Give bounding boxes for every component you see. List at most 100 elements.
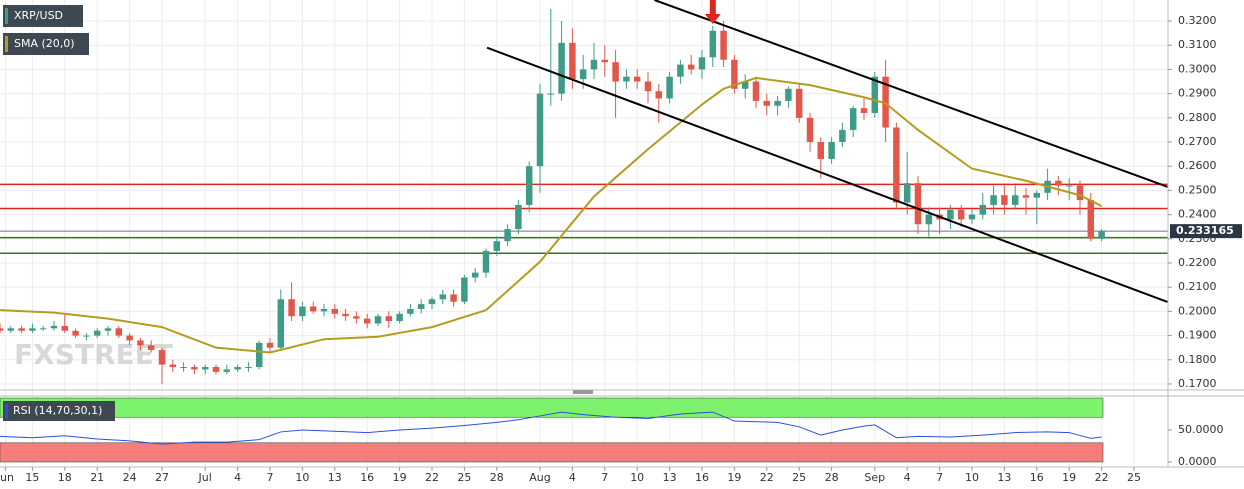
candle-body: [612, 62, 619, 82]
grid: [0, 0, 1168, 467]
candle-body: [515, 204, 522, 230]
rsi-band: [0, 442, 1104, 463]
x-tick-label: 13: [997, 471, 1011, 484]
x-tick-label: 22: [1095, 471, 1109, 484]
x-tick-label: 22: [425, 471, 439, 484]
candle-body: [309, 306, 317, 312]
candle-body: [828, 142, 835, 159]
y-tick-label: 0.2500: [1178, 183, 1217, 196]
candle-body: [407, 308, 414, 314]
candle-body: [331, 308, 339, 314]
y-tick-label: 0.1700: [1178, 377, 1217, 390]
candle-body: [839, 129, 846, 143]
candle-body: [590, 59, 598, 70]
candle-body: [191, 367, 198, 370]
candle-body: [947, 209, 954, 220]
legend-swatch: [5, 36, 8, 52]
candle-body: [29, 328, 36, 331]
legend-sma[interactable]: SMA (20,0): [3, 33, 89, 55]
candle-body: [633, 76, 641, 82]
candle-body: [817, 142, 825, 159]
candle-body: [1076, 185, 1084, 201]
candle-body: [990, 195, 997, 205]
legend-label: XRP/USD: [14, 9, 63, 22]
candle-body: [320, 308, 328, 312]
y-tick-label: 0.1800: [1178, 353, 1217, 366]
candle-body: [1055, 180, 1062, 186]
candle-body: [180, 367, 187, 369]
candle-body: [871, 76, 879, 113]
candle-body: [925, 214, 933, 225]
candle-body: [223, 369, 231, 372]
candle-body: [1033, 192, 1041, 198]
x-tick-label: 7: [601, 471, 608, 484]
x-tick-label: 10: [630, 471, 644, 484]
candle-body: [1065, 185, 1073, 187]
x-tick-label: 7: [936, 471, 943, 484]
y-tick-label: 50.0000: [1178, 423, 1224, 436]
candle-body: [774, 100, 781, 106]
candle-body: [169, 364, 177, 368]
price-plot: [0, 0, 1168, 384]
candle-body: [245, 367, 252, 369]
candle-body: [299, 306, 306, 317]
x-tick-label: 16: [695, 471, 709, 484]
x-tick-label: 22: [760, 471, 774, 484]
x-tick-label: Jun: [0, 471, 14, 484]
rsi-line: [0, 411, 1102, 445]
candle-body: [158, 350, 166, 365]
x-tick-label: 10: [965, 471, 979, 484]
y-tick-label: 0.2600: [1178, 159, 1217, 172]
candle-body: [212, 367, 220, 372]
candle-body: [147, 345, 155, 351]
x-tick-label: 28: [490, 471, 504, 484]
legend-box: [3, 401, 115, 421]
resize-handle[interactable]: [573, 390, 593, 394]
legend-box: [3, 33, 89, 55]
candle-body: [39, 328, 47, 330]
overlay: 0.1700 0.1800 0.1900 0.2000 0.2100 0.2200 0.23…: [0, 14, 1242, 484]
candle-body: [482, 250, 490, 273]
y-tick-label: 0.0000: [1178, 455, 1217, 468]
rsi-band: [0, 397, 1104, 418]
legend-swatch: [5, 8, 8, 24]
candle-body: [450, 294, 457, 302]
candle-body: [579, 69, 587, 80]
candle-body: [623, 76, 630, 82]
candle-body: [849, 108, 857, 130]
candle-body: [363, 318, 371, 324]
candle-body: [525, 166, 533, 205]
x-tick-label: 13: [328, 471, 342, 484]
x-tick-label: 19: [727, 471, 741, 484]
y-tick-label: 0.2400: [1178, 208, 1217, 221]
candle-body: [644, 81, 652, 92]
x-tick-label: 25: [457, 471, 471, 484]
x-tick-label: 19: [1062, 471, 1076, 484]
watermark: FXSTREET: [14, 338, 173, 371]
candle-body: [374, 316, 382, 324]
candle-body: [277, 299, 285, 348]
x-tick-label: 13: [663, 471, 677, 484]
candle-body: [547, 93, 555, 95]
candle-body: [266, 342, 274, 348]
x-tick-label: 25: [792, 471, 806, 484]
legend-rsi[interactable]: RSI (14,70,30,1): [3, 401, 115, 421]
candle-body: [353, 316, 360, 319]
candle-body: [752, 81, 760, 101]
candle-body: [806, 117, 814, 143]
x-tick-label: 25: [1127, 471, 1141, 484]
candle-body: [558, 42, 565, 94]
x-tick-label: 19: [393, 471, 407, 484]
x-tick-label: 4: [904, 471, 911, 484]
y-tick-label: 0.2200: [1178, 256, 1217, 269]
y-tick-label: 0.2800: [1178, 111, 1217, 124]
candle-body: [61, 325, 69, 331]
candle-body: [104, 328, 112, 331]
x-tick-label: 16: [1030, 471, 1044, 484]
signal-arrow: [704, 0, 721, 24]
x-tick-label: 21: [90, 471, 104, 484]
y-tick-label: 0.3100: [1178, 38, 1217, 51]
candle-body: [569, 42, 576, 80]
x-tick-label: 15: [25, 471, 39, 484]
